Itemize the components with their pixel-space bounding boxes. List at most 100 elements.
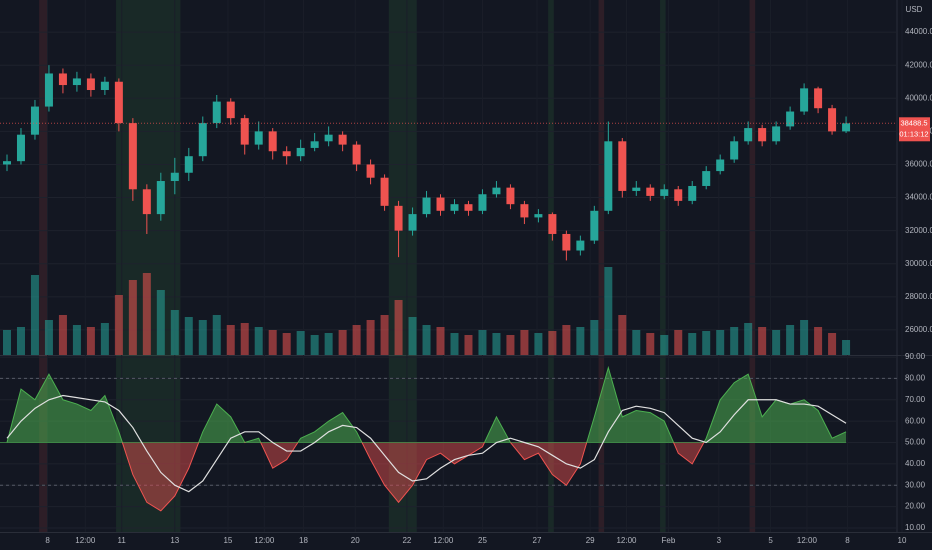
x-tick-label: 20 <box>351 536 360 545</box>
volume-bar <box>576 327 585 355</box>
x-tick-label: 25 <box>478 536 487 545</box>
volume-bar <box>338 330 347 355</box>
volume-bar <box>212 315 221 355</box>
osc-tick-label: 60.00 <box>905 416 926 425</box>
candle-body <box>422 197 431 215</box>
y-tick-label: 32000.0 <box>905 226 932 235</box>
candle-body <box>226 101 235 119</box>
volume-bar <box>114 295 123 355</box>
volume-bar <box>352 325 361 355</box>
volume-bar <box>422 325 431 355</box>
x-tick-label: 3 <box>717 536 722 545</box>
x-tick-label: Feb <box>662 536 676 545</box>
volume-bar <box>142 273 151 355</box>
volume-bar <box>240 323 249 355</box>
y-tick-label: 28000.0 <box>905 292 932 301</box>
y-tick-label: 30000.0 <box>905 259 932 268</box>
volume-bar <box>618 315 627 355</box>
candle-body <box>478 194 487 211</box>
x-tick-label: 10 <box>898 536 907 545</box>
y-tick-label: 36000.0 <box>905 160 932 169</box>
x-tick-label: 12:00 <box>433 536 454 545</box>
x-tick-label: 18 <box>299 536 308 545</box>
candle-body <box>72 78 81 86</box>
candle-body <box>450 204 459 211</box>
signal-band <box>548 0 554 532</box>
candle-body <box>492 187 501 195</box>
osc-signal-line <box>6 394 847 493</box>
volume-bar <box>534 333 543 355</box>
last-price-box <box>899 117 930 142</box>
volume-bar <box>520 330 529 355</box>
volume-bar <box>562 325 571 355</box>
osc-fast-line-below <box>6 442 705 512</box>
candle-body <box>156 181 165 215</box>
volume-bar <box>660 335 669 355</box>
volume-bar <box>16 327 25 355</box>
x-tick-label: 12:00 <box>616 536 637 545</box>
candle-body <box>394 205 403 231</box>
volume-bar <box>366 320 375 355</box>
osc-tick-label: 70.00 <box>905 395 926 404</box>
volume-bar <box>464 335 473 355</box>
volume-bar <box>688 333 697 355</box>
candle-body <box>408 214 417 231</box>
candle-body <box>590 210 599 241</box>
candle-body <box>296 147 305 157</box>
volume-bar <box>548 331 557 355</box>
volume-bar <box>800 320 809 355</box>
x-tick-label: 13 <box>170 536 179 545</box>
volume-bar <box>646 333 655 355</box>
volume-bar <box>632 330 641 355</box>
volume-bar <box>86 327 95 355</box>
candle-body <box>240 118 249 145</box>
candle-body <box>16 134 25 162</box>
osc-tick-label: 80.00 <box>905 374 926 383</box>
volume-bar <box>156 290 165 355</box>
candle-body <box>576 240 585 251</box>
candle-body <box>828 108 837 132</box>
volume-bar <box>310 335 319 355</box>
candle-body <box>142 189 151 215</box>
candle-body <box>268 131 277 152</box>
x-tick-label: 29 <box>586 536 595 545</box>
currency-label: USD <box>906 5 923 14</box>
candle-body <box>114 81 123 124</box>
volume-bar <box>590 320 599 355</box>
candle-body <box>366 164 375 178</box>
volume-bar <box>128 280 137 355</box>
candle-body <box>436 197 445 211</box>
candle-body <box>674 189 683 201</box>
volume-bar <box>30 275 39 355</box>
volume-bar <box>2 330 11 355</box>
x-tick-label: 8 <box>845 536 850 545</box>
x-tick-label: 15 <box>223 536 232 545</box>
volume-bar <box>44 320 53 355</box>
osc-area-above <box>6 367 847 443</box>
x-tick-label: 22 <box>402 536 411 545</box>
volume-bar <box>492 333 501 355</box>
candle-body <box>562 233 571 251</box>
volume-bar <box>814 327 823 355</box>
candle-body <box>338 134 347 145</box>
x-tick-label: 5 <box>768 536 773 545</box>
candle-body <box>632 187 641 191</box>
candle-body <box>520 204 529 218</box>
x-tick-label: 12:00 <box>797 536 818 545</box>
candle-body <box>800 88 809 112</box>
candle-body <box>618 141 627 191</box>
candle-body <box>58 73 67 86</box>
y-tick-label: 44000.0 <box>905 27 932 36</box>
last-price-label: 38488.5 <box>900 118 927 127</box>
candle-body <box>86 78 95 91</box>
volume-bar <box>198 320 207 355</box>
y-tick-label: 34000.0 <box>905 193 932 202</box>
candle-body <box>688 185 697 201</box>
osc-tick-label: 40.00 <box>905 459 926 468</box>
volume-bar <box>170 310 179 355</box>
candle-body <box>786 111 795 127</box>
volume-bar <box>758 327 767 355</box>
candle-body <box>282 151 291 157</box>
signal-band <box>598 0 605 532</box>
candle-body <box>324 134 333 142</box>
